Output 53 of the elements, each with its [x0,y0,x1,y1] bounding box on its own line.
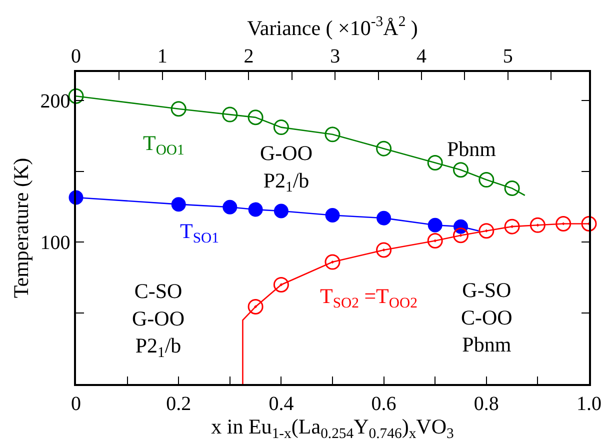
point [376,140,392,156]
point [68,88,84,104]
point [453,162,468,178]
point [530,217,546,233]
annotation: G-OO P2$_{1}$/b [260,141,312,196]
point [478,223,494,239]
x-tick-label: 0.2 [166,392,192,415]
annotation: T$_{SO1}$ [180,219,219,246]
x-tick-label: 1.0 [576,392,602,415]
point [171,197,186,212]
x2-tick-label: 0 [71,45,81,68]
point [273,276,289,292]
annotation: Pbnm [447,137,496,161]
point [376,242,392,258]
text: x in Eu$_{1-x}$(La$_{0.254}$Y$_{0.746}$)$_{x}$VO$_{3}$ [211,414,454,442]
annotation: T$_{SO2}$ =T$_{OO2}$ [320,284,418,312]
annotation: C-SO G-OO P2$_{1}$/b [132,279,184,362]
point [324,254,340,270]
point [222,200,238,214]
x-tick-label: 0.8 [474,392,499,415]
x2-tick-label: 3 [330,45,340,68]
x2-tick-label: 5 [502,45,513,68]
x-tick-label: 0.4 [268,392,294,415]
point [478,172,494,188]
point [324,126,340,142]
point [427,233,443,249]
point [248,298,264,314]
point [581,216,597,232]
point [170,101,186,117]
point [274,204,288,218]
x2-tick-label: 1 [157,45,168,68]
point [556,216,572,232]
point [248,202,263,217]
annotation: T$_{OO1}$ [143,131,184,158]
x2-tick-label: 2 [244,45,254,68]
x2-tick-label: 4 [416,45,426,68]
annotation: G-SO C-OO Pbnm [461,278,512,357]
y-tick-label: 200 [40,90,70,112]
point [273,120,289,136]
point [428,218,442,232]
point [325,208,340,222]
point [376,210,392,226]
x-tick-label: 0.6 [371,392,396,415]
x-tick-label: 0 [71,392,81,415]
point [504,180,520,196]
point [504,218,520,234]
y-tick-label: 100 [40,232,70,254]
y-axis-title: Temperature (K) [8,158,33,298]
point [248,110,264,126]
point [453,228,468,244]
x2-axis-title: Variance ( ×10$^{-3}$Å$^{2}$ ) [247,14,418,40]
point [222,106,238,122]
point [427,155,443,171]
